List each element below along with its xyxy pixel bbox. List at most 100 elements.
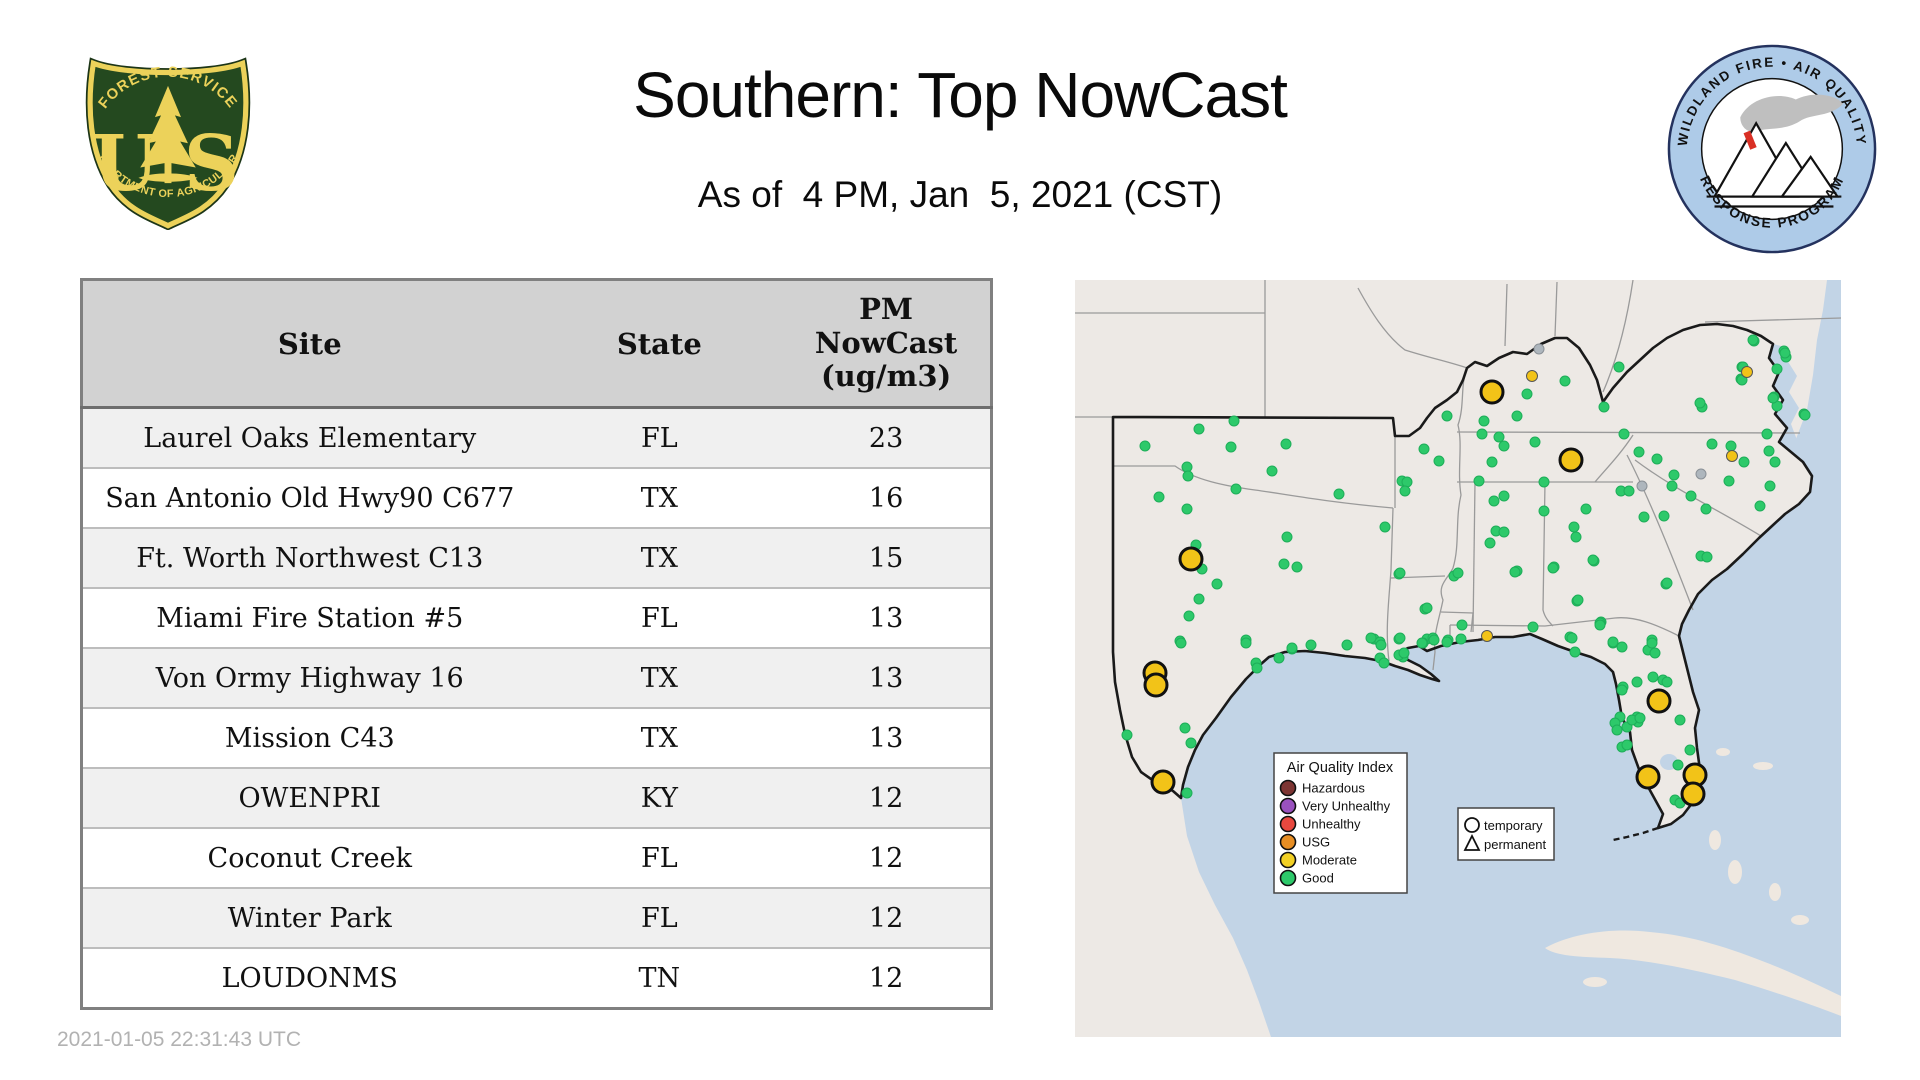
site-marker-good — [1725, 440, 1737, 452]
site-marker-moderate — [1481, 630, 1493, 642]
site-marker-good — [1538, 476, 1550, 488]
site-marker-good — [1251, 662, 1263, 674]
site-marker-good — [1375, 639, 1387, 651]
site-marker-good — [1672, 759, 1684, 771]
site-marker-moderate — [1741, 366, 1753, 378]
site-cell: Coconut Creek — [81, 827, 537, 888]
site-marker-top-moderate — [1178, 546, 1204, 572]
site-marker-good — [1738, 456, 1750, 468]
state-cell: FL — [536, 406, 783, 468]
col-header-state: State — [536, 279, 783, 409]
site-cell: Mission C43 — [81, 707, 537, 768]
table-row: Laurel Oaks Elementary FL 23 — [81, 406, 992, 468]
site-marker-moderate — [1726, 450, 1738, 462]
site-marker-good — [1341, 639, 1353, 651]
col-header-pm: PM NowCast (ug/m3) — [782, 279, 992, 409]
site-marker-good — [1280, 438, 1292, 450]
site-marker-good — [1181, 787, 1193, 799]
table-row: Mission C43 TX 13 — [81, 707, 992, 768]
chesapeake-bay — [1769, 344, 1799, 452]
state-cell: KY — [536, 767, 783, 828]
site-cell: San Antonio Old Hwy90 C677 — [81, 467, 537, 528]
site-marker-good — [1493, 431, 1505, 443]
site-marker-moderate — [1526, 370, 1538, 382]
temporary-marker-icon — [1464, 817, 1480, 833]
table-row: San Antonio Old Hwy90 C677 TX 16 — [81, 467, 992, 528]
site-marker-good — [1486, 456, 1498, 468]
site-marker-top-moderate — [1558, 447, 1584, 473]
site-marker-top-moderate — [1646, 688, 1672, 714]
site-marker-good — [1646, 637, 1658, 649]
site-marker-good — [1769, 456, 1781, 468]
site-marker-good — [1631, 676, 1643, 688]
site-marker-good — [1452, 567, 1464, 579]
fire-icon — [1743, 130, 1757, 150]
site-cell: Miami Fire Station #5 — [81, 587, 537, 648]
site-marker-good — [1484, 537, 1496, 549]
pm-cell: 13 — [782, 647, 992, 708]
site-marker-good — [1305, 639, 1317, 651]
site-marker-good — [1684, 744, 1696, 756]
site-marker-nodata — [1636, 480, 1648, 492]
site-marker-good — [1511, 410, 1523, 422]
florida-keys — [1612, 826, 1659, 842]
site-marker-good — [1651, 453, 1663, 465]
site-marker-good — [1401, 476, 1413, 488]
site-marker-good — [1139, 440, 1151, 452]
site-marker-good — [1183, 610, 1195, 622]
legend-swatch-hazardous — [1279, 779, 1297, 797]
site-cell: OWENPRI — [81, 767, 537, 828]
site-marker-good — [1594, 619, 1606, 631]
permanent-label: permanent — [1484, 837, 1547, 852]
site-marker-top-moderate — [1143, 672, 1169, 698]
site-marker-good — [1509, 566, 1521, 578]
legend-label: Good — [1302, 871, 1334, 886]
site-marker-good — [1621, 739, 1633, 751]
site-marker-good — [1398, 647, 1410, 659]
legend-swatch-very-unhealthy — [1279, 797, 1297, 815]
col-header-site: Site — [81, 279, 537, 409]
site-marker-good — [1538, 505, 1550, 517]
mountains-icon — [1706, 121, 1842, 208]
site-marker-top-moderate — [1680, 781, 1706, 807]
site-marker-good — [1685, 490, 1697, 502]
legend-label: Moderate — [1302, 853, 1357, 868]
site-marker-good — [1394, 567, 1406, 579]
site-marker-good — [1181, 461, 1193, 473]
site-marker-good — [1613, 361, 1625, 373]
legend-swatch-usg — [1279, 833, 1297, 851]
site-marker-good — [1273, 652, 1285, 664]
site-marker-good — [1421, 602, 1433, 614]
map-svg: Air Quality Index Hazardous Very Unhealth… — [1075, 279, 1842, 1037]
site-marker-good — [1278, 558, 1290, 570]
site-marker-good — [1211, 578, 1223, 590]
site-marker-good — [1763, 445, 1775, 457]
legend-label: USG — [1302, 835, 1330, 850]
site-marker-top-moderate — [1150, 769, 1176, 795]
site-marker-good — [1566, 632, 1578, 644]
site-marker-nodata — [1533, 343, 1545, 355]
site-marker-good — [1441, 410, 1453, 422]
site-marker-good — [1394, 632, 1406, 644]
site-marker-good — [1185, 737, 1197, 749]
site-marker-good — [1623, 485, 1635, 497]
site-marker-good — [1455, 633, 1467, 645]
site-marker-good — [1580, 503, 1592, 515]
legend-swatch-good — [1279, 869, 1297, 887]
site-marker-good — [1701, 551, 1713, 563]
site-table-body: Laurel Oaks Elementary FL 23 San Antonio Ol… — [81, 406, 992, 1009]
site-marker-top-moderate — [1635, 764, 1661, 790]
site-marker-good — [1473, 475, 1485, 487]
site-cell: Laurel Oaks Elementary — [81, 406, 537, 468]
site-marker-good — [1723, 475, 1735, 487]
pm-cell: 12 — [782, 827, 992, 888]
table-row: Ft. Worth Northwest C13 TX 15 — [81, 527, 992, 588]
site-cell: LOUDONMS — [81, 947, 537, 1009]
site-marker-good — [1399, 485, 1411, 497]
site-cell: Winter Park — [81, 887, 537, 948]
site-marker-good — [1618, 428, 1630, 440]
pm-cell: 13 — [782, 587, 992, 648]
wfaqrp-logo: WILDLAND FIRE • AIR QUALITY RESPONSE PRO… — [1667, 44, 1877, 254]
site-marker-good — [1547, 562, 1559, 574]
site-marker-good — [1521, 388, 1533, 400]
